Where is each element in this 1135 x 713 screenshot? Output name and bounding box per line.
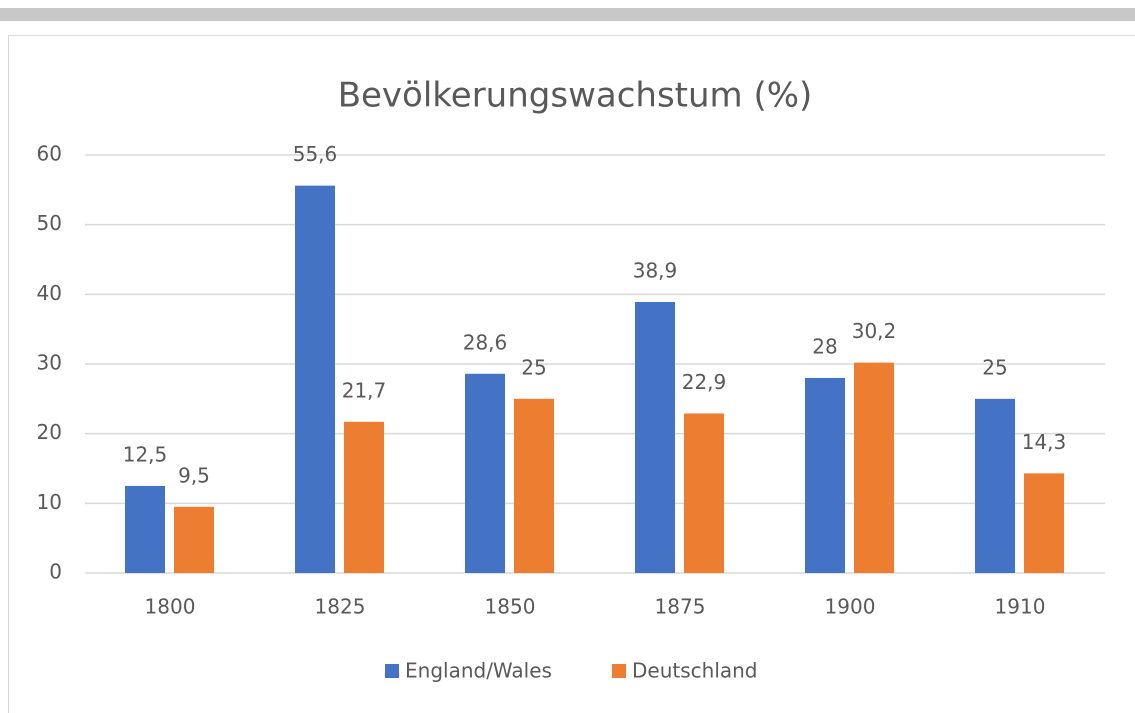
top-bar [0,8,1135,21]
data-label: 22,9 [682,370,727,394]
bar [635,301,675,573]
bar [805,377,845,573]
bar [344,421,384,573]
bar [854,362,894,573]
y-tick-label: 40 [37,281,62,305]
x-tick-label: 1800 [145,595,196,619]
legend-label: Deutschland [632,659,758,683]
bar [684,413,724,573]
data-label: 21,7 [342,378,387,402]
data-label: 12,5 [123,442,168,466]
data-label: 28,6 [463,330,508,354]
bar [295,185,335,574]
y-tick-label: 20 [37,420,62,444]
bar [125,485,165,573]
data-label: 55,6 [293,142,338,166]
bar [174,506,214,573]
chart-title: Bevölkerungswachstum (%) [338,76,813,116]
data-label: 14,3 [1022,430,1067,454]
data-label: 38,9 [633,258,678,282]
bar [1024,473,1064,573]
legend-swatch [385,664,399,678]
bar [514,398,554,573]
y-tick-label: 0 [49,560,62,584]
y-tick-label: 60 [37,142,62,166]
legend-swatch [612,664,626,678]
y-tick-label: 50 [37,211,62,235]
y-tick-label: 10 [37,490,62,514]
x-tick-label: 1850 [485,595,536,619]
data-label: 25 [982,355,1007,379]
x-tick-label: 1910 [995,595,1046,619]
x-tick-label: 1875 [655,595,706,619]
data-label: 30,2 [852,319,897,343]
data-label: 9,5 [178,463,210,487]
legend-label: England/Wales [405,659,552,683]
bar [465,373,505,573]
x-tick-label: 1900 [825,595,876,619]
bar [975,398,1015,573]
y-tick-label: 30 [37,351,62,375]
x-tick-label: 1825 [315,595,366,619]
data-label: 25 [521,355,546,379]
data-label: 28 [812,334,837,358]
chart-frame [8,35,1135,713]
